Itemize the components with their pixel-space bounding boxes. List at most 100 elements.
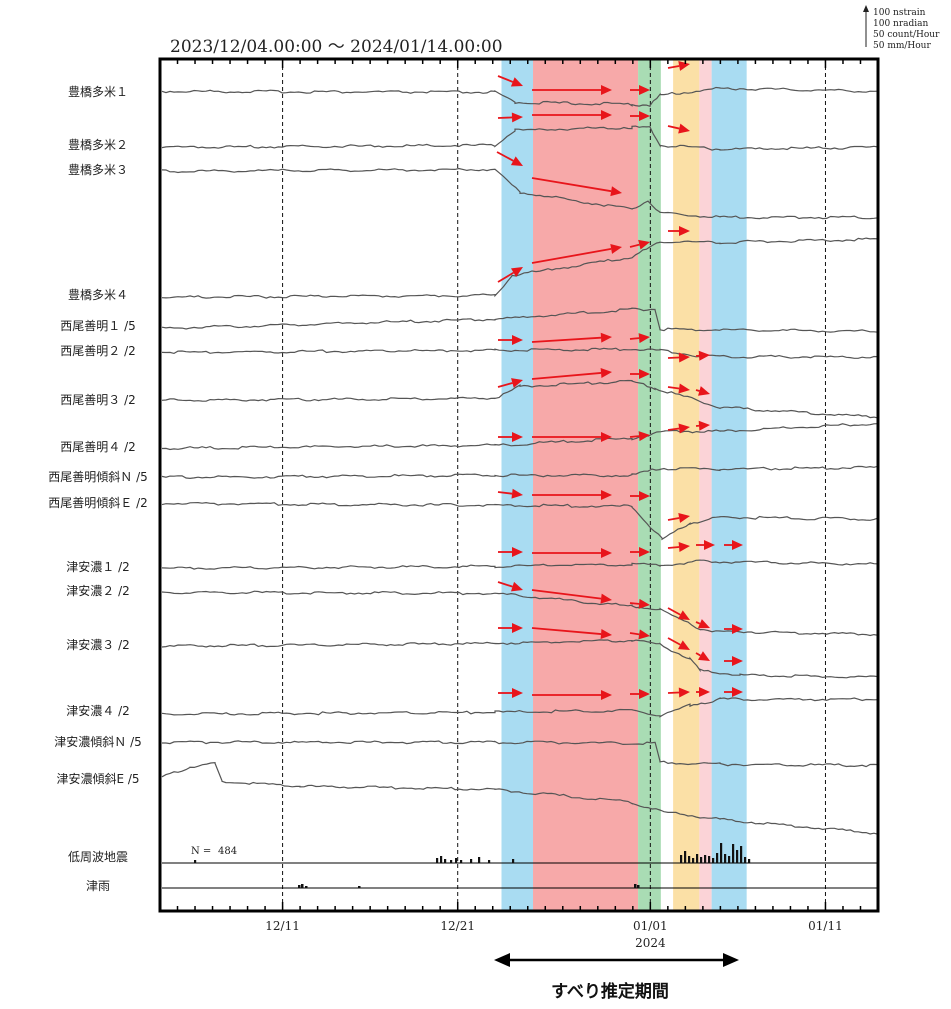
series-labels: 豊橋多米１ 豊橋多米２ 豊橋多米３ 豊橋多米４ 西尾善明１ /5 西尾善明２ /2 西尾善明… bbox=[48, 85, 148, 893]
trace-line-3 bbox=[161, 237, 879, 299]
trend-arrow bbox=[667, 61, 690, 71]
trend-arrow bbox=[498, 623, 523, 633]
eq-bar bbox=[700, 857, 703, 863]
eq-bar bbox=[744, 857, 747, 863]
trend-arrow bbox=[667, 513, 690, 523]
trend-arrow bbox=[498, 432, 523, 442]
eq-bar bbox=[436, 858, 439, 863]
eq-bar bbox=[470, 859, 473, 863]
eq-bar bbox=[728, 856, 731, 863]
trend-arrow bbox=[696, 687, 710, 697]
trend-arrow bbox=[497, 378, 523, 388]
period-band-0 bbox=[501, 59, 534, 911]
trend-arrow bbox=[497, 581, 523, 592]
eq-bar bbox=[680, 855, 683, 863]
trace-line-10 bbox=[161, 559, 879, 570]
trend-arrow bbox=[497, 112, 523, 123]
x-tick-label-1: 12/21 bbox=[440, 919, 475, 933]
series-label-1: 豊橋多米２ bbox=[68, 138, 128, 152]
trend-arrow bbox=[695, 386, 710, 396]
x-tick-label-3: 01/11 bbox=[808, 919, 843, 933]
period-band-1 bbox=[533, 59, 639, 911]
eq-bar bbox=[455, 858, 458, 863]
chart-title: 2023/12/04.00:00 ～ 2024/01/14.00:00 bbox=[170, 37, 503, 57]
trend-arrow bbox=[630, 111, 650, 121]
trend-arrow bbox=[667, 637, 690, 650]
eq-bar bbox=[708, 856, 711, 863]
series-label-0: 豊橋多米１ bbox=[68, 85, 128, 99]
trend-arrow bbox=[629, 598, 650, 609]
x-tick-sublabel: 2024 bbox=[635, 936, 666, 950]
rain-bars bbox=[298, 884, 640, 888]
rain-bar bbox=[305, 886, 308, 888]
eq-bar bbox=[692, 858, 695, 863]
eq-bar bbox=[740, 846, 743, 863]
period-label: すべり推定期間 bbox=[551, 981, 669, 1002]
trend-arrow bbox=[532, 432, 612, 442]
trend-arrow bbox=[629, 629, 650, 640]
eq-bar bbox=[488, 860, 491, 863]
trend-arrow bbox=[531, 332, 612, 343]
trend-arrow bbox=[532, 548, 612, 558]
series-label-2: 豊橋多米３ bbox=[68, 163, 128, 177]
eq-bar bbox=[478, 857, 481, 863]
trend-arrow bbox=[724, 540, 743, 550]
eq-bar bbox=[736, 850, 739, 863]
trend-arrow bbox=[724, 687, 743, 697]
trend-arrow bbox=[498, 547, 523, 557]
period-arrow bbox=[494, 953, 739, 967]
period-band-3 bbox=[673, 59, 700, 911]
period-bands bbox=[501, 59, 747, 911]
trend-arrow bbox=[696, 540, 715, 550]
eq-bar bbox=[444, 859, 447, 863]
trend-arrow bbox=[498, 688, 523, 698]
trace-line-6 bbox=[161, 379, 879, 419]
series-label-17: 津雨 bbox=[86, 879, 110, 893]
series-label-14: 津安濃傾斜Ｎ /5 bbox=[54, 734, 142, 749]
trace-line-15 bbox=[161, 761, 879, 835]
trend-arrow bbox=[667, 542, 690, 552]
scale-legend-count: 50 count/Hour bbox=[873, 30, 940, 40]
series-label-15: 津安濃傾斜E /5 bbox=[56, 771, 139, 786]
rain-bar bbox=[301, 884, 304, 888]
rain-bar bbox=[358, 886, 361, 888]
trace-line-14 bbox=[162, 740, 879, 768]
trend-arrow bbox=[667, 383, 690, 394]
trace-line-2 bbox=[161, 167, 879, 220]
eq-bar bbox=[696, 854, 699, 863]
trend-arrows bbox=[496, 61, 743, 700]
trend-arrow bbox=[695, 651, 710, 661]
plot-frame bbox=[158, 57, 880, 913]
eq-bar bbox=[724, 854, 727, 863]
trace-line-0 bbox=[161, 86, 879, 108]
series-label-4: 西尾善明１ /5 bbox=[60, 318, 136, 333]
trend-arrow bbox=[724, 656, 743, 666]
eq-bar bbox=[460, 860, 463, 863]
trend-arrow bbox=[695, 350, 710, 361]
trace-line-1 bbox=[161, 125, 879, 151]
trend-arrow bbox=[629, 239, 650, 250]
trace-line-5 bbox=[161, 347, 879, 359]
trace-line-4 bbox=[161, 307, 879, 333]
trend-arrow bbox=[531, 244, 622, 264]
trend-arrow bbox=[497, 75, 523, 87]
series-label-13: 津安濃４ /2 bbox=[66, 703, 130, 718]
date-gridlines bbox=[282, 59, 826, 911]
trend-arrow bbox=[667, 423, 690, 434]
eq-bar bbox=[748, 859, 751, 863]
eq-bar bbox=[716, 853, 719, 863]
eq-bar bbox=[688, 856, 691, 863]
trend-arrow bbox=[667, 607, 690, 620]
eq-bar bbox=[732, 844, 735, 863]
trend-arrow bbox=[531, 627, 612, 640]
series-label-16: 低周波地震 bbox=[68, 850, 128, 864]
eq-bar bbox=[194, 860, 197, 863]
series-label-11: 津安濃２ /2 bbox=[66, 583, 130, 598]
trace-line-8 bbox=[161, 465, 879, 480]
eq-bar bbox=[450, 860, 453, 863]
scale-legend-strain: 100 nstrain bbox=[873, 8, 926, 18]
eq-bar bbox=[712, 858, 715, 863]
eq-bar bbox=[684, 851, 687, 863]
trace-line-13 bbox=[161, 697, 879, 718]
